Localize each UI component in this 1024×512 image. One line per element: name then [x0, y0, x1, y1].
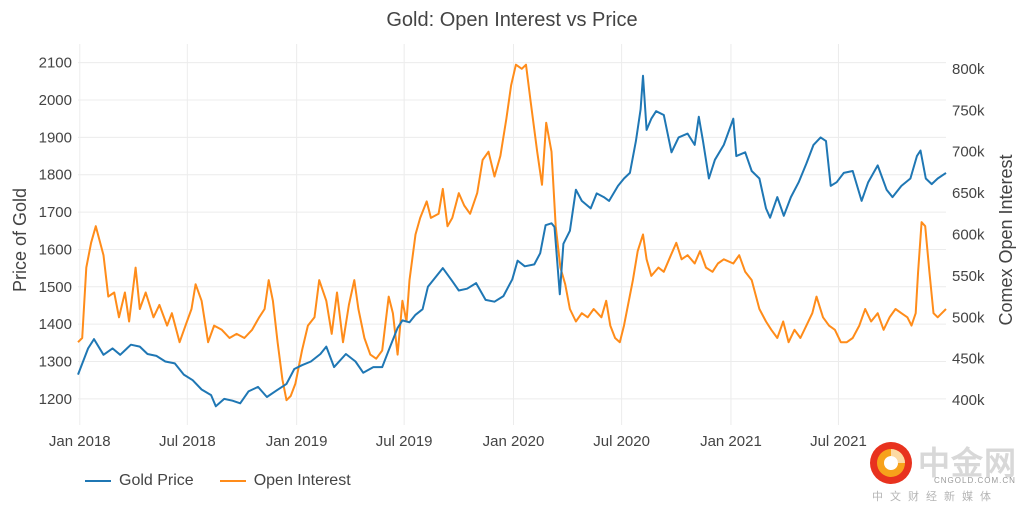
legend-item-gold-price[interactable]: Gold Price [85, 472, 194, 490]
x-tick-label: Jan 2019 [266, 433, 328, 450]
y-tick-label: 1200 [39, 391, 72, 408]
y-tick-label: 1300 [39, 354, 72, 371]
y2-tick-label: 700k [952, 144, 985, 161]
x-axis-ticks: Jan 2018 Jul 2018 Jan 2019 Jul 2019 Jan 2020… [49, 433, 867, 450]
right-axis-ticks: 400k 450k 500k 550k 600k 650k 700k 750k 800k [952, 61, 985, 409]
legend-swatch-open-interest [219, 480, 246, 482]
watermark-subtitle: 中文财经新媒体 [872, 491, 998, 503]
y2-tick-label: 600k [952, 227, 985, 244]
y2-tick-label: 650k [952, 185, 985, 202]
left-axis-ticks: 1200 1300 1400 1500 1600 1700 1800 1900 2000 2100 [39, 55, 72, 408]
y2-tick-label: 750k [952, 102, 985, 119]
y-tick-label: 1500 [39, 279, 72, 296]
watermark-title: 中金网 [918, 444, 1018, 482]
legend-item-open-interest[interactable]: Open Interest [219, 472, 351, 490]
x-tick-label: Jul 2021 [810, 433, 867, 450]
x-tick-label: Jan 2020 [483, 433, 545, 450]
y2-tick-label: 500k [952, 309, 985, 326]
x-tick-label: Jan 2018 [49, 433, 111, 450]
series-lines [77, 63, 947, 408]
y-tick-label: 2000 [39, 92, 72, 109]
series-line-gold-price [77, 74, 947, 408]
legend-label-gold-price: Gold Price [119, 472, 194, 489]
y2-tick-label: 800k [952, 61, 985, 78]
legend: Gold Price Open Interest [85, 472, 351, 490]
gridlines [78, 44, 946, 425]
legend-label-open-interest: Open Interest [253, 472, 351, 489]
y-tick-label: 1900 [39, 129, 72, 146]
y2-tick-label: 450k [952, 351, 985, 368]
y2-tick-label: 400k [952, 392, 985, 409]
x-tick-label: Jul 2018 [159, 433, 216, 450]
y-tick-label: 1700 [39, 204, 72, 221]
y2-tick-label: 550k [952, 268, 985, 285]
y-tick-label: 1800 [39, 167, 72, 184]
y-axis-label: Price of Gold [10, 188, 30, 292]
watermark: 中金网 CNGOLD.COM.CN 中文财经新媒体 [868, 438, 1018, 503]
series-line-open-interest [77, 63, 947, 402]
x-tick-label: Jan 2021 [700, 433, 762, 450]
y-tick-label: 1400 [39, 316, 72, 333]
x-tick-label: Jul 2020 [593, 433, 650, 450]
cngold-logo-icon [870, 442, 912, 484]
legend-swatch-gold-price [85, 480, 111, 482]
y2-axis-label: Comex Open Interest [996, 154, 1016, 325]
watermark-url: CNGOLD.COM.CN [934, 476, 1016, 485]
x-tick-label: Jul 2019 [376, 433, 433, 450]
y-tick-label: 2100 [39, 55, 72, 72]
chart-title: Gold: Open Interest vs Price [386, 9, 637, 31]
y-tick-label: 1600 [39, 241, 72, 258]
